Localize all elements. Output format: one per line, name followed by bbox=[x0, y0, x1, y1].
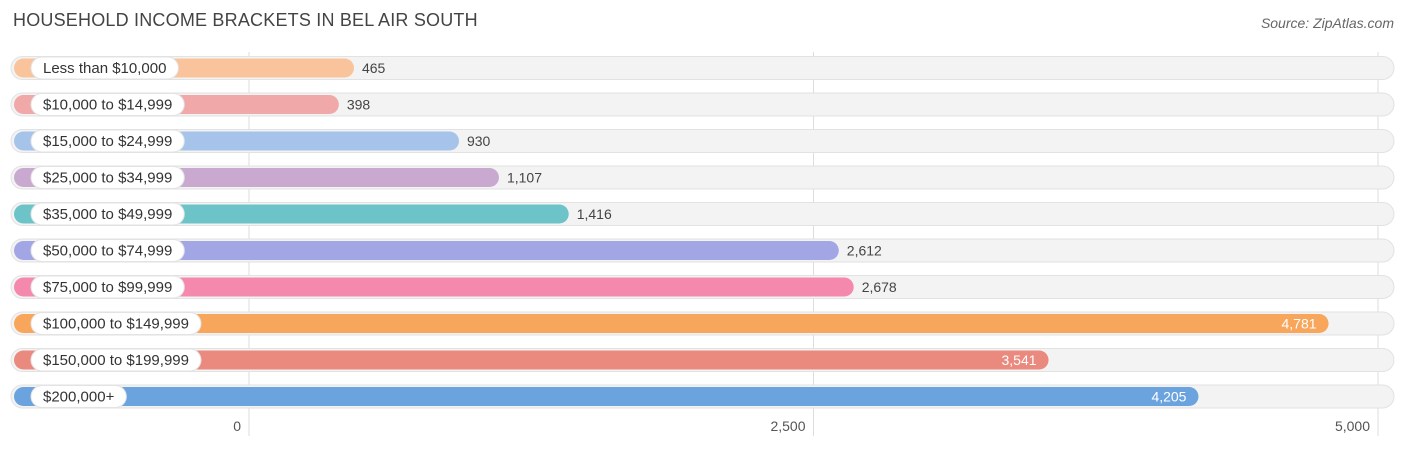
category-label: $15,000 to $24,999 bbox=[43, 133, 172, 150]
bar-row: $100,000 to $149,999 4,781 bbox=[10, 311, 1395, 336]
category-label: $75,000 to $99,999 bbox=[43, 279, 172, 296]
category-label: $100,000 to $149,999 bbox=[43, 316, 189, 333]
x-axis: 0 2,500 5,000 bbox=[233, 418, 1370, 434]
category-label-pill bbox=[30, 312, 202, 335]
bar-row: $75,000 to $99,999 2,678 bbox=[10, 275, 1395, 299]
value-label: 1,416 bbox=[577, 206, 612, 222]
value-label: 465 bbox=[362, 60, 386, 76]
x-tick-label: 2,500 bbox=[770, 418, 805, 434]
category-label-pill bbox=[30, 275, 185, 299]
bar bbox=[14, 241, 839, 260]
category-label-pill bbox=[30, 93, 185, 116]
x-tick-label: 0 bbox=[233, 418, 241, 434]
value-label: 930 bbox=[467, 133, 491, 149]
value-label: 2,678 bbox=[862, 279, 897, 295]
bar bbox=[14, 277, 854, 297]
bar bbox=[14, 350, 1049, 370]
category-label: Less than $10,000 bbox=[43, 60, 166, 77]
category-label: $50,000 to $74,999 bbox=[43, 243, 172, 260]
category-label: $35,000 to $49,999 bbox=[43, 206, 172, 223]
category-label-pill bbox=[30, 348, 202, 372]
category-label-pill bbox=[30, 385, 127, 408]
value-label: 2,612 bbox=[847, 243, 882, 259]
bar-row: Less than $10,000 465 bbox=[10, 56, 1395, 80]
x-tick-label: 5,000 bbox=[1335, 418, 1370, 434]
value-label: 3,541 bbox=[1002, 352, 1037, 368]
bar-row: $50,000 to $74,999 2,612 bbox=[10, 238, 1395, 263]
category-label-pill bbox=[30, 239, 185, 262]
chart-source: Source: ZipAtlas.com bbox=[1260, 15, 1394, 31]
bar-row: $200,000+ 4,205 bbox=[10, 384, 1395, 409]
bar-row: $15,000 to $24,999 930 bbox=[10, 129, 1395, 153]
bar-row: $10,000 to $14,999 398 bbox=[10, 92, 1395, 117]
bar-track bbox=[10, 92, 1395, 117]
category-label: $10,000 to $14,999 bbox=[43, 97, 172, 114]
bar bbox=[14, 387, 1199, 406]
category-label-pill bbox=[30, 166, 185, 189]
bar-row: $35,000 to $49,999 1,416 bbox=[10, 202, 1395, 226]
value-label: 1,107 bbox=[507, 170, 542, 186]
value-label: 398 bbox=[347, 97, 371, 113]
bar bbox=[14, 314, 1329, 333]
value-label: 4,205 bbox=[1151, 389, 1186, 405]
category-label-pill bbox=[30, 202, 185, 226]
category-label: $200,000+ bbox=[43, 389, 115, 406]
category-label: $25,000 to $34,999 bbox=[43, 170, 172, 187]
chart-title: HOUSEHOLD INCOME BRACKETS IN BEL AIR SOU… bbox=[13, 10, 478, 30]
category-label: $150,000 to $199,999 bbox=[43, 352, 189, 369]
category-label-pill bbox=[30, 129, 185, 153]
bar-track bbox=[10, 56, 1395, 80]
category-label-pill bbox=[30, 56, 179, 80]
value-label: 4,781 bbox=[1282, 316, 1317, 332]
bar-row: $150,000 to $199,999 3,541 bbox=[10, 348, 1395, 372]
bar-row: $25,000 to $34,999 1,107 bbox=[10, 165, 1395, 190]
